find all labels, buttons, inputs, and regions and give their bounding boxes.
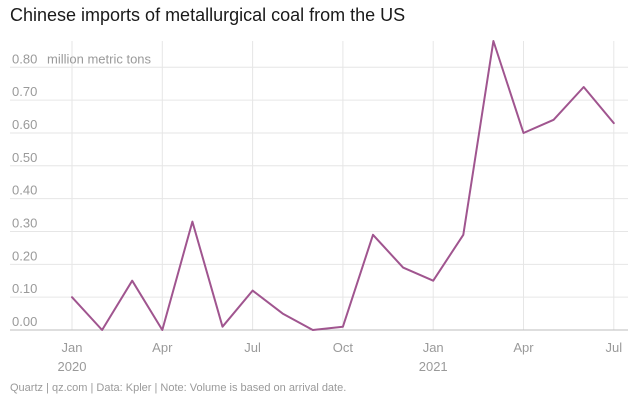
y-tick-label: 0.70 [12, 84, 37, 99]
x-tick-label: Jul [244, 340, 261, 355]
y-tick-label: 0.50 [12, 150, 37, 165]
x-year-label: 2020 [58, 359, 87, 374]
x-year-label: 2021 [419, 359, 448, 374]
y-tick-label: 0.20 [12, 248, 37, 263]
y-tick-label: 0.80 [12, 51, 37, 66]
x-tick-label: Oct [333, 340, 354, 355]
grid-layer [10, 41, 628, 330]
chart-title: Chinese imports of metallurgical coal fr… [10, 5, 406, 25]
y-tick-label: 0.40 [12, 183, 37, 198]
y-tick-label: 0.00 [12, 314, 37, 329]
x-tick-label: Apr [513, 340, 534, 355]
x-tick-label: Jul [605, 340, 622, 355]
x-tick-label: Apr [152, 340, 173, 355]
series-line [71, 40, 615, 331]
series-layer [71, 40, 615, 331]
label-layer: 0.00 0.10 0.20 0.30 0.40 0.50 0.60 0.70 0.80 mill… [12, 51, 622, 374]
y-axis-unit-label: million metric tons [47, 51, 152, 66]
x-tick-label: Jan [423, 340, 444, 355]
footer-note: Quartz | qz.com | Data: Kpler | Note: Vo… [10, 382, 347, 394]
x-tick-label: Jan [62, 340, 83, 355]
y-tick-label: 0.30 [12, 215, 37, 230]
y-tick-label: 0.60 [12, 117, 37, 132]
y-tick-label: 0.10 [12, 281, 37, 296]
